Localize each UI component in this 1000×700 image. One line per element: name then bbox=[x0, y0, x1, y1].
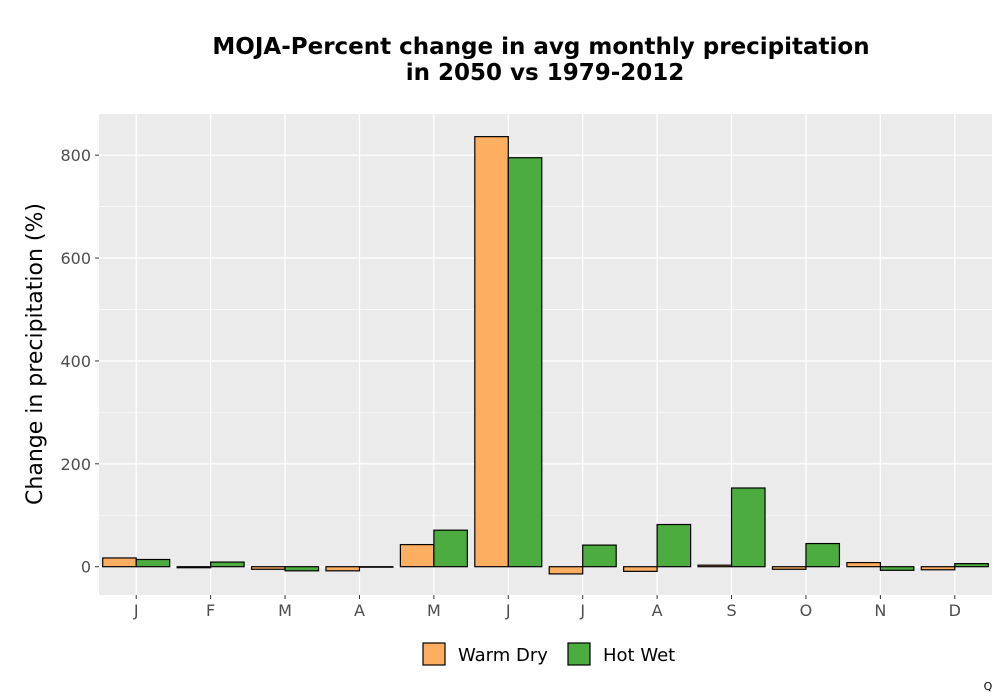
bar-hot-wet-7 bbox=[582, 544, 617, 568]
legend-label-warm-dry: Warm Dry bbox=[458, 645, 548, 666]
y-axis: 0 200 400 600 800 bbox=[60, 146, 99, 577]
y-axis-title: Change in precipitation (%) bbox=[23, 203, 48, 505]
bar-warm-dry-4 bbox=[325, 566, 361, 572]
x-tick-label: M bbox=[427, 601, 441, 620]
x-tick-label: A bbox=[354, 601, 365, 620]
footnote: Q bbox=[984, 680, 993, 693]
x-tick-label: O bbox=[800, 601, 813, 620]
x-tick-label: D bbox=[949, 601, 961, 620]
bar-hot-wet-12 bbox=[954, 563, 989, 568]
bar-hot-wet-1 bbox=[135, 558, 171, 568]
bar-hot-wet-11 bbox=[879, 566, 915, 571]
x-tick-label: J bbox=[505, 601, 511, 620]
y-tick-label: 400 bbox=[60, 352, 91, 371]
bar-hot-wet-3 bbox=[284, 566, 320, 572]
chart-title-line-1: MOJA-Percent change in avg monthly preci… bbox=[212, 34, 869, 60]
bar-hot-wet-8 bbox=[656, 523, 692, 568]
y-tick-label: 0 bbox=[81, 558, 91, 577]
bar-hot-wet-5 bbox=[433, 529, 468, 568]
x-tick-label: J bbox=[579, 601, 585, 620]
y-tick-label: 600 bbox=[60, 249, 91, 268]
legend: Warm Dry Hot Wet bbox=[422, 642, 675, 666]
bar-hot-wet-6 bbox=[507, 157, 543, 568]
plot-panel bbox=[99, 114, 992, 595]
bar-warm-dry-3 bbox=[250, 566, 286, 570]
bar-hot-wet-9 bbox=[730, 487, 766, 568]
bar-hot-wet-10 bbox=[805, 542, 841, 568]
bars bbox=[102, 136, 989, 575]
x-tick-label: A bbox=[652, 601, 663, 620]
x-tick-label: M bbox=[278, 601, 292, 620]
bar-warm-dry-12 bbox=[920, 566, 956, 571]
legend-key-hot-wet bbox=[567, 642, 591, 666]
bar-warm-dry-5 bbox=[399, 543, 435, 568]
bar-warm-dry-8 bbox=[623, 566, 658, 572]
bar-hot-wet-4 bbox=[358, 566, 394, 568]
y-tick-label: 200 bbox=[60, 455, 91, 474]
legend-key-warm-dry bbox=[422, 642, 446, 666]
x-tick-label: N bbox=[874, 601, 886, 620]
chart-title-line-2: in 2050 vs 1979-2012 bbox=[406, 60, 685, 86]
legend-label-hot-wet: Hot Wet bbox=[603, 645, 675, 666]
x-tick-label: J bbox=[133, 601, 139, 620]
x-tick-label: S bbox=[726, 601, 736, 620]
y-tick-label: 800 bbox=[60, 146, 91, 165]
major-gridlines bbox=[99, 114, 992, 595]
bar-warm-dry-9 bbox=[697, 564, 733, 568]
minor-gridlines bbox=[99, 206, 992, 516]
x-tick-label: F bbox=[206, 601, 215, 620]
bar-warm-dry-7 bbox=[548, 566, 584, 575]
bar-warm-dry-1 bbox=[102, 557, 137, 568]
bar-warm-dry-11 bbox=[846, 561, 881, 568]
bar-hot-wet-2 bbox=[210, 561, 245, 568]
bar-warm-dry-10 bbox=[771, 566, 807, 570]
bar-warm-dry-2 bbox=[176, 566, 212, 569]
bar-warm-dry-6 bbox=[474, 136, 509, 568]
